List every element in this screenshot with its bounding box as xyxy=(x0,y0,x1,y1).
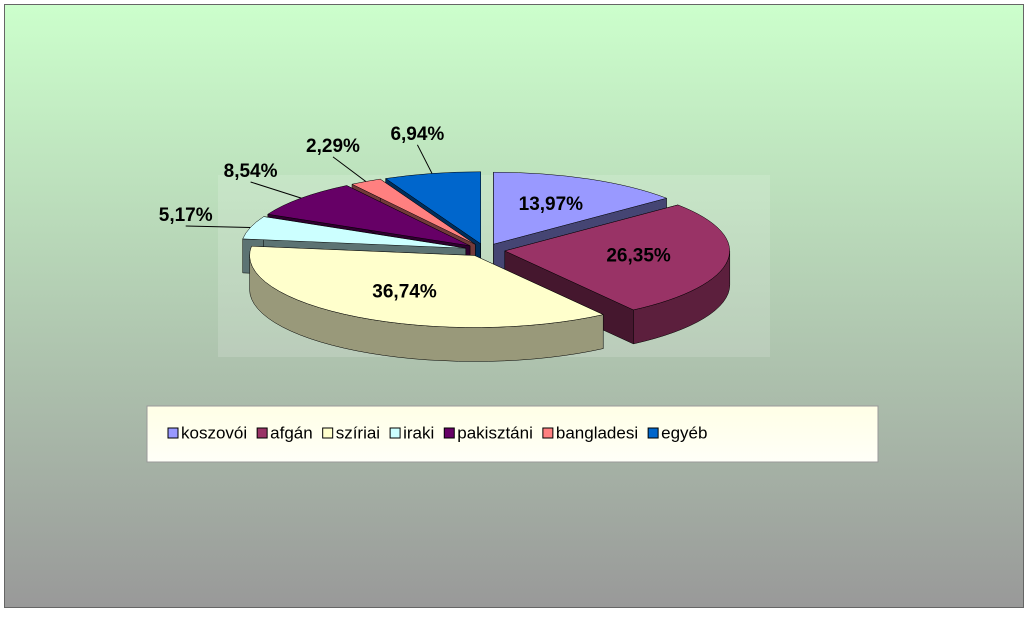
legend: koszovói afgán szíriai iraki pakisztáni bangl… xyxy=(167,423,707,442)
legend-swatch xyxy=(167,427,179,439)
legend-label: egyéb xyxy=(661,423,707,442)
leader-line xyxy=(250,181,302,199)
legend-label: szíriai xyxy=(336,423,380,442)
data-label: 5,17% xyxy=(159,205,213,226)
legend-swatch xyxy=(647,427,659,439)
leader-line xyxy=(416,144,433,174)
slice xyxy=(384,171,481,245)
legend-swatch xyxy=(322,427,334,439)
legend-swatch xyxy=(542,427,554,439)
data-label: 13,97% xyxy=(519,194,584,215)
legend-box xyxy=(146,405,879,463)
data-label: 6,94% xyxy=(390,124,444,145)
slice xyxy=(493,171,668,245)
pie: 13,97% 26,35% 36,74% 5,17% 8,54% 2,29% 6,94% xyxy=(159,124,731,362)
legend-label: koszovói xyxy=(181,423,247,442)
legend-label: pakisztáni xyxy=(457,423,533,442)
slice xyxy=(242,216,466,249)
leader-line xyxy=(185,225,251,228)
data-label: 36,74% xyxy=(372,281,437,302)
legend-label: iraki xyxy=(403,423,434,442)
data-label: 26,35% xyxy=(606,246,671,267)
data-label: 2,29% xyxy=(306,136,360,157)
legend-swatch xyxy=(389,427,401,439)
legend-swatch xyxy=(256,427,268,439)
slice xyxy=(249,245,604,328)
slice xyxy=(504,204,730,311)
legend-label: bangladesi xyxy=(556,423,638,442)
leader-line xyxy=(332,156,367,182)
data-label: 8,54% xyxy=(224,161,278,182)
legend-label: afgán xyxy=(270,423,313,442)
legend-swatch xyxy=(443,427,455,439)
